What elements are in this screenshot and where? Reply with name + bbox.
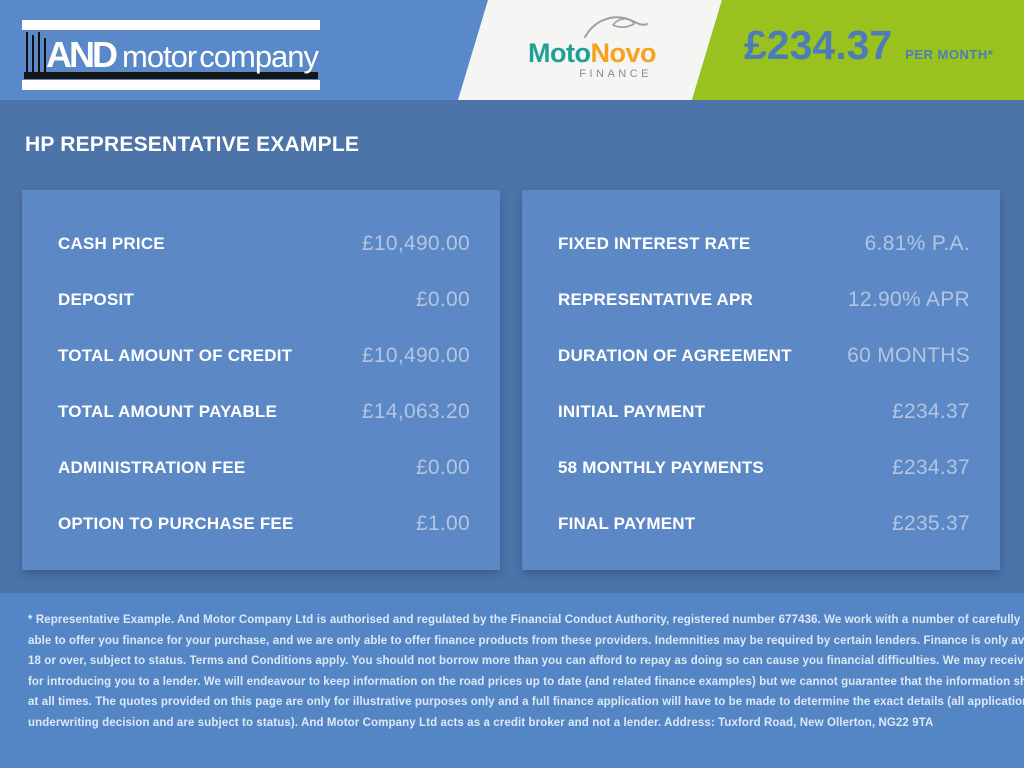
disclaimer-line: * Representative Example. And Motor Comp… <box>28 614 1024 626</box>
footer-disclaimer: * Representative Example. And Motor Comp… <box>0 593 1024 768</box>
logo-wordmark: AND motor company <box>24 30 319 79</box>
finance-panel-costs: CASH PRICE £10,490.00 DEPOSIT £0.00 TOTA… <box>22 190 500 570</box>
row-label: TOTAL AMOUNT OF CREDIT <box>58 346 293 365</box>
row-value: £10,490.00 <box>361 344 470 367</box>
table-row: 58 MONTHLY PAYMENTS £234.37 <box>522 440 1000 496</box>
row-value: £234.37 <box>891 400 970 423</box>
monthly-price-period: PER MONTH* <box>905 47 994 62</box>
table-row: REPRESENTATIVE APR 12.90% APR <box>522 272 1000 328</box>
row-value: £10,490.00 <box>361 232 470 255</box>
table-row: ADMINISTRATION FEE £0.00 <box>22 440 500 496</box>
row-value: £0.00 <box>415 456 470 479</box>
white-diagonal-band <box>458 0 722 100</box>
disclaimer-line: for introducing you to a lender. We will… <box>28 675 1024 688</box>
row-value: 60 MONTHS <box>847 344 970 367</box>
disclaimer-line: underwriting decision and are subject to… <box>28 716 934 729</box>
table-row: DEPOSIT £0.00 <box>22 272 500 328</box>
logo-bottom-bar <box>22 80 320 90</box>
table-row: FINAL PAYMENT £235.37 <box>522 496 1000 552</box>
row-label: REPRESENTATIVE APR <box>558 290 754 309</box>
car-outline-icon <box>584 16 648 38</box>
finance-panel-terms: FIXED INTEREST RATE 6.81% P.A. REPRESENT… <box>522 190 1000 570</box>
disclaimer-line: at all times. The quotes provided on thi… <box>28 696 1024 709</box>
table-row: OPTION TO PURCHASE FEE £1.00 <box>22 496 500 552</box>
row-label: DEPOSIT <box>58 290 135 309</box>
row-label: CASH PRICE <box>58 234 165 253</box>
table-row: TOTAL AMOUNT OF CREDIT £10,490.00 <box>22 328 500 384</box>
row-label: OPTION TO PURCHASE FEE <box>58 514 294 533</box>
monthly-price-amount: £234.37 <box>744 22 893 68</box>
motonovo-wordmark: MotoNovo <box>528 38 656 68</box>
disclaimer-line: able to offer you finance for your purch… <box>28 634 1024 647</box>
motonovo-text-moto: Moto <box>528 38 591 68</box>
row-value: 6.81% P.A. <box>864 232 970 255</box>
row-label: FINAL PAYMENT <box>558 514 696 533</box>
green-diagonal-band <box>692 0 1024 100</box>
row-value: £14,063.20 <box>361 400 470 423</box>
table-row: FIXED INTEREST RATE 6.81% P.A. <box>522 216 1000 272</box>
row-value: £0.00 <box>415 288 470 311</box>
row-value: £1.00 <box>415 512 470 535</box>
table-row: TOTAL AMOUNT PAYABLE £14,063.20 <box>22 384 500 440</box>
motonovo-text-novo: Novo <box>590 38 656 68</box>
logo-text-and: AND <box>46 34 118 75</box>
row-label: ADMINISTRATION FEE <box>58 458 246 477</box>
row-label: FIXED INTEREST RATE <box>558 234 751 253</box>
dealer-logo: AND motor company <box>22 20 320 90</box>
monthly-price-banner: £234.37 PER MONTH* <box>744 22 993 69</box>
motonovo-finance-logo: MotoNovo FINANCE <box>528 12 656 80</box>
row-label: INITIAL PAYMENT <box>558 402 706 421</box>
logo-top-bar <box>22 20 320 30</box>
motonovo-text-finance: FINANCE <box>579 68 652 80</box>
row-value: £234.37 <box>891 456 970 479</box>
table-row: CASH PRICE £10,490.00 <box>22 216 500 272</box>
table-row: INITIAL PAYMENT £234.37 <box>522 384 1000 440</box>
page-title: HP REPRESENTATIVE EXAMPLE <box>25 133 360 156</box>
row-value: £235.37 <box>891 512 970 535</box>
row-label: TOTAL AMOUNT PAYABLE <box>58 402 278 421</box>
logo-text-motor: motor <box>122 39 197 74</box>
logo-text-company: company <box>199 39 319 74</box>
row-label: 58 MONTHLY PAYMENTS <box>558 458 764 477</box>
row-label: DURATION OF AGREEMENT <box>558 346 792 365</box>
logo-pinstripes-icon <box>26 32 46 72</box>
table-row: DURATION OF AGREEMENT 60 MONTHS <box>522 328 1000 384</box>
header-banner: AND motor company MotoNovo FINANCE £234.… <box>0 0 1024 100</box>
row-value: 12.90% APR <box>847 288 970 311</box>
disclaimer-line: 18 or over, subject to status. Terms and… <box>28 655 1024 668</box>
